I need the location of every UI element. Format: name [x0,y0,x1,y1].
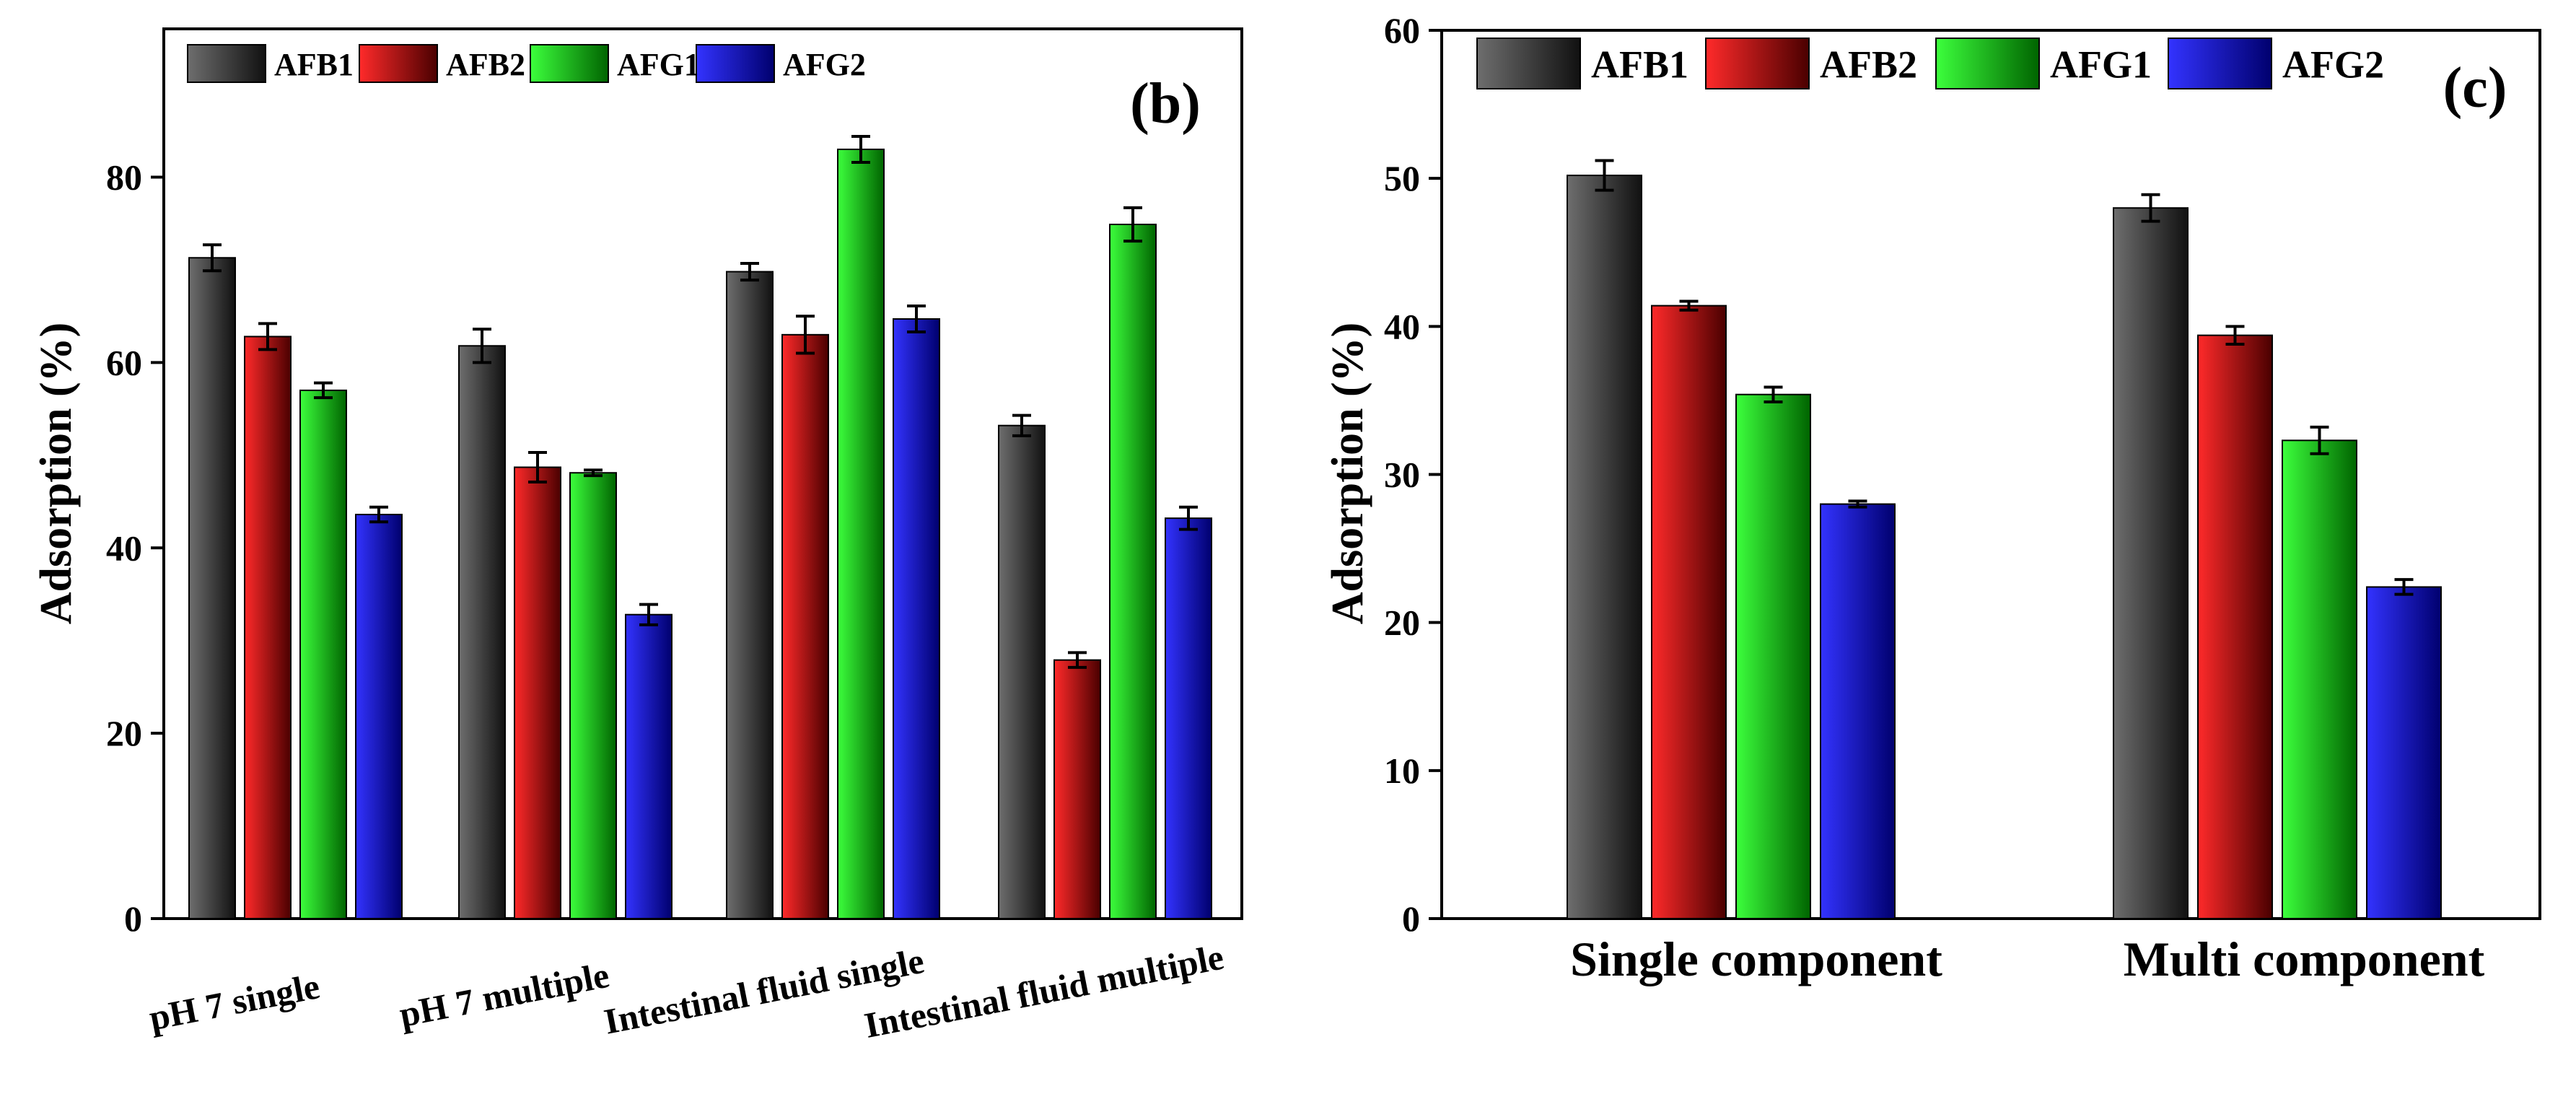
bar-afg2-single-component [1820,503,1896,919]
error-bar-afg1-single-component [1764,385,1783,403]
error-bar-afg1-ph-7-single [314,381,333,400]
y-tick-label: 80 [106,157,142,198]
bar-afg2-multi-component [2366,586,2442,920]
bar-afb1-intestinal-fluid-single [726,271,774,920]
y-tick-label: 0 [124,898,142,939]
error-bar-afg2-single-component [1848,499,1867,509]
error-bar-afb2-multi-component [2225,325,2245,346]
bar-afb1-ph-7-single [188,257,236,920]
bar-afg1-ph-7-single [299,389,347,919]
legend-label-afg2: AFG2 [783,47,866,82]
bar-afb1-ph-7-multiple [458,345,506,920]
error-bar-afg2-ph-7-single [369,505,388,524]
legend-swatch-afb2 [1705,38,1810,89]
bar-afg2-ph-7-single [355,514,403,919]
x-labels-c: Single component Multi component [1570,932,2484,986]
legend-swatch-afg1 [1935,38,2040,89]
y-axis-title-b: Adsorption (%) [32,323,81,625]
bar-afb2-single-component [1651,305,1727,919]
y-tick-label: 60 [106,342,142,382]
legend-label-afb1: AFB1 [1591,43,1688,86]
legend-b: AFB1 AFB2 AFG1 AFG2 [187,44,866,83]
bars-b [188,134,1212,920]
legend-c: AFB1 AFB2 AFG1 AFG2 [1476,38,2384,89]
x-label-single-component: Single component [1570,932,1942,986]
error-bar-afg2-intestinal-fluid-multiple [1179,505,1198,531]
bar-afb2-multi-component [2197,334,2273,920]
bar-afg1-single-component [1735,393,1811,919]
error-bar-afb1-multi-component [2141,193,2160,223]
y-ticks-c: 0 10 20 30 40 50 60 [1384,10,1442,939]
y-tick-label: 40 [1384,306,1420,346]
error-bar-afb1-ph-7-multiple [473,328,491,364]
error-bar-afb1-ph-7-single [203,243,222,273]
y-ticks-b: 0 20 40 60 80 [106,157,164,939]
legend-swatch-afb1 [187,44,266,83]
y-tick-label: 30 [1384,455,1420,495]
panel-label-c: (c) [2443,56,2507,120]
chart-panel-b: 0 20 40 60 80 AFB1 AFB2 AFG1 AFG2 Adsorption (%… [32,27,1243,1046]
y-tick-label: 10 [1384,750,1420,791]
y-tick-label: 40 [106,527,142,568]
bar-afb2-ph-7-single [244,336,292,920]
error-bar-afb1-intestinal-fluid-multiple [1012,413,1031,437]
x-labels-b: pH 7 single pH 7 multiple Intestinal flu… [146,937,1227,1046]
error-bar-afb2-single-component [1679,299,1699,312]
error-bar-afb2-intestinal-fluid-single [796,315,815,355]
x-label-multi-component: Multi component [2124,932,2485,986]
bar-afg2-intestinal-fluid-multiple [1165,517,1212,919]
error-bar-afg2-multi-component [2394,578,2414,596]
legend-swatch-afg2 [2168,38,2272,89]
legend-label-afb2: AFB2 [446,47,525,82]
legend-swatch-afb2 [359,44,438,83]
bar-afg1-intestinal-fluid-single [837,148,885,919]
legend-label-afb2: AFB2 [1820,43,1917,86]
plot-frame-b [162,27,1243,920]
x-label-ph7-single: pH 7 single [146,966,323,1038]
legend-label-afg1: AFG1 [617,47,700,82]
bars-c [1567,159,2442,920]
error-bar-afg1-ph-7-multiple [584,468,603,478]
error-bar-afg2-ph-7-multiple [639,603,658,626]
y-tick-label: 50 [1384,158,1420,198]
y-tick-label: 60 [1384,10,1420,51]
legend-swatch-afb1 [1476,38,1581,89]
legend-label-afg2: AFG2 [2282,43,2384,86]
error-bar-afb2-ph-7-multiple [528,450,547,484]
legend-swatch-afg2 [696,44,775,83]
y-axis-title-c: Adsorption (%) [1323,323,1372,625]
bar-afb2-ph-7-multiple [514,466,561,919]
error-bar-afg1-multi-component [2310,425,2329,455]
bar-afb1-single-component [1567,175,1642,919]
bar-afg1-multi-component [2282,439,2357,919]
legend-swatch-afg1 [530,44,609,83]
bar-afb2-intestinal-fluid-single [781,333,829,919]
bar-afg2-intestinal-fluid-single [893,318,940,919]
chart-panel-c: 0 10 20 30 40 50 60 AFB1 AFB2 AFG1 AFG2 Adsorptio… [1323,10,2541,986]
error-bar-afb2-ph-7-single [258,322,277,351]
error-bar-afb1-intestinal-fluid-single [740,261,759,282]
error-bar-afg1-intestinal-fluid-multiple [1123,206,1142,243]
bar-afb1-multi-component [2113,207,2189,919]
error-bar-afg1-intestinal-fluid-single [851,134,870,164]
legend-label-afg1: AFG1 [2050,43,2152,86]
legend-label-afb1: AFB1 [274,47,354,82]
bar-afb2-intestinal-fluid-multiple [1053,659,1101,919]
bar-afg2-ph-7-multiple [625,613,673,919]
y-tick-label: 0 [1402,898,1420,939]
x-label-ph7-multiple: pH 7 multiple [396,955,613,1035]
bar-afb1-intestinal-fluid-multiple [998,424,1046,919]
bar-afg1-ph-7-multiple [569,472,617,919]
y-tick-label: 20 [1384,603,1420,643]
error-bar-afb1-single-component [1595,159,1614,192]
y-tick-label: 20 [106,713,142,753]
bar-afg1-intestinal-fluid-multiple [1109,224,1157,919]
error-bar-afg2-intestinal-fluid-single [907,305,926,333]
panel-label-b: (b) [1130,72,1201,136]
error-bar-afb2-intestinal-fluid-multiple [1068,651,1087,669]
